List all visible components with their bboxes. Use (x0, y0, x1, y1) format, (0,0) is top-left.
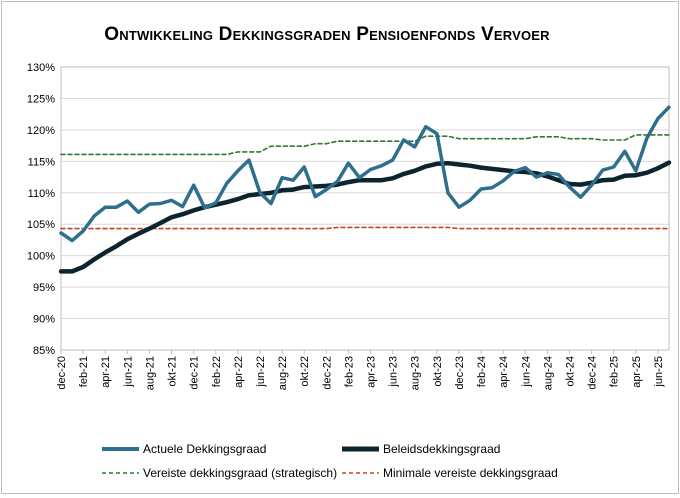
legend: Actuele Dekkingsgraad Beleidsdekkingsgraa… (102, 442, 558, 480)
x-tick-label: okt-24 (565, 356, 577, 387)
x-tick-label: okt-23 (432, 356, 444, 387)
series-lines (58, 105, 672, 274)
y-tick-label: 115% (28, 156, 56, 168)
x-tick-label: apr-23 (366, 356, 378, 388)
plot-border (60, 66, 670, 351)
x-tick-label: jun-22 (255, 356, 267, 388)
x-tick-label: dec-21 (189, 356, 201, 390)
x-tick-label: dec-20 (56, 356, 68, 390)
y-tick-label: 105% (27, 219, 55, 231)
axes: 85% 90% 95% 100% 105% 110% 115% 120% 125% 130% dec… (27, 62, 670, 390)
x-tick-label: apr-25 (631, 356, 643, 388)
x-tick-label: okt-22 (299, 356, 311, 387)
y-tick-label: 125% (27, 93, 55, 105)
chart-title: Ontwikkeling Dekkingsgraden Pensioenfond… (104, 24, 550, 45)
series-line-actuele-dekkingsgraad (59, 105, 671, 243)
x-tick-label: feb-25 (609, 356, 621, 387)
legend-label: Vereiste dekkingsgraad (strategisch) (143, 466, 337, 480)
x-tick-label: jun-23 (388, 356, 400, 388)
x-tick-label: feb-24 (476, 356, 488, 387)
series-line-vereiste-dekkingsgraad-strategisch (60, 134, 670, 156)
x-tick-label: feb-23 (343, 356, 355, 387)
y-tick-label: 85% (33, 345, 55, 357)
x-tick-label: aug-24 (542, 356, 554, 390)
gridlines (61, 66, 669, 351)
x-tick-label: aug-22 (277, 356, 289, 390)
y-tick-label: 110% (28, 188, 56, 200)
y-tick-label: 100% (27, 251, 55, 263)
x-tick-label: aug-21 (144, 356, 156, 390)
y-tick-label: 95% (33, 282, 55, 294)
x-tick-label: dec-24 (587, 356, 599, 390)
series-line-minimale-vereiste-dekkingsgraad (60, 226, 670, 230)
legend-label: Beleidsdekkingsgraad (383, 442, 500, 456)
y-tick-label: 130% (27, 62, 55, 74)
x-tick-label: jun-24 (520, 356, 532, 388)
x-tick-label: feb-21 (78, 356, 90, 387)
x-tick-label: dec-23 (454, 356, 466, 390)
x-tick-label: okt-21 (167, 356, 179, 387)
x-tick-label: dec-22 (321, 356, 333, 390)
x-tick-label: apr-21 (100, 356, 112, 388)
series-line-beleidsdekkingsgraad (58, 160, 672, 274)
x-tick-label: aug-23 (410, 356, 422, 390)
x-tick-label: jun-25 (653, 356, 665, 388)
x-tick-label: apr-22 (233, 356, 245, 388)
x-tick-label: apr-24 (498, 356, 510, 388)
legend-label: Minimale vereiste dekkingsgraad (383, 466, 558, 480)
x-tick-label: feb-22 (211, 356, 223, 387)
legend-label: Actuele Dekkingsgraad (143, 442, 266, 456)
x-tick-label: jun-21 (122, 356, 134, 388)
y-tick-label: 90% (33, 314, 55, 326)
y-tick-label: 120% (27, 125, 55, 137)
